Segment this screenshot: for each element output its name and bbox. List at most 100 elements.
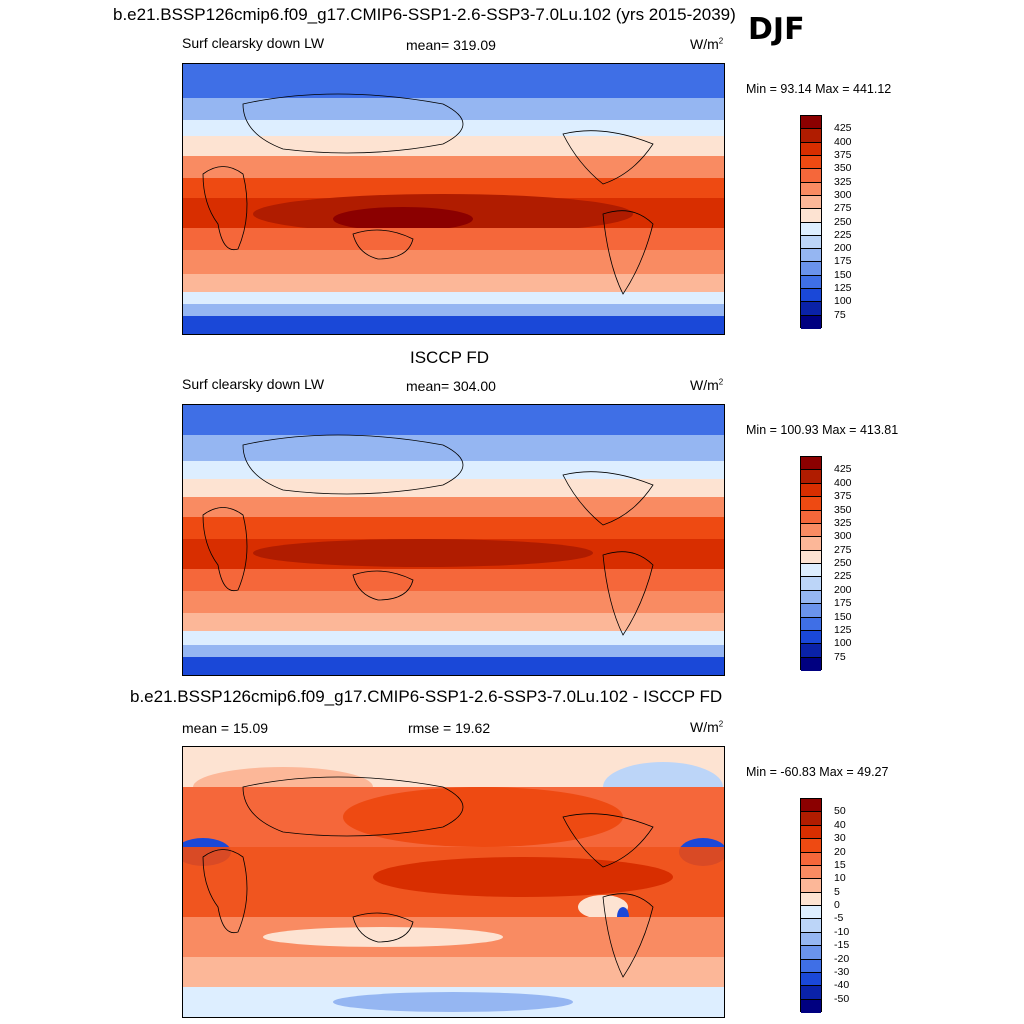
colorbar-swatch [801, 986, 821, 1000]
colorbar-swatch [801, 155, 821, 170]
colorbar-swatch [801, 169, 821, 183]
colorbar-tick-label: 0 [834, 899, 840, 911]
colorbar-tick-label: -30 [834, 965, 850, 978]
panel3-mean-label: mean = 15.09 [182, 720, 269, 736]
colorbar-tick-label: 175 [834, 255, 852, 268]
colorbar-swatch [801, 142, 821, 156]
colorbar-tick-label: 150 [834, 268, 852, 281]
colorbar-swatch [801, 590, 821, 605]
panel3-colorbar [800, 798, 822, 1013]
colorbar-tick-label: 75 [834, 650, 846, 663]
colorbar-tick-label: 5 [834, 885, 840, 898]
colorbar-tick-label: 250 [834, 557, 852, 569]
colorbar-swatch [801, 630, 821, 645]
colorbar-swatch [801, 497, 821, 511]
panel1-map [182, 63, 725, 335]
colorbar-tick-label: -20 [834, 952, 850, 965]
colorbar-swatch [801, 879, 821, 893]
colorbar-tick-label: -15 [834, 939, 850, 952]
colorbar-tick-label: 20 [834, 845, 846, 858]
panel2-mean-label: mean= 304.00 [406, 378, 496, 394]
colorbar-swatch [801, 839, 821, 853]
colorbar-swatch [801, 249, 821, 263]
colorbar-swatch [801, 972, 821, 987]
colorbar-swatch [801, 289, 821, 303]
colorbar-swatch [801, 892, 821, 906]
colorbar-swatch [801, 577, 821, 591]
colorbar-swatch [801, 564, 821, 578]
colorbar-swatch [801, 222, 821, 236]
colorbar-swatch [801, 812, 821, 826]
colorbar-tick-label: 275 [834, 543, 852, 556]
colorbar-swatch [801, 483, 821, 498]
colorbar-swatch [801, 550, 821, 564]
colorbar-swatch [801, 275, 821, 290]
colorbar-tick-label: 325 [834, 175, 852, 188]
season-label: DJF [748, 12, 805, 47]
colorbar-swatch [801, 315, 821, 329]
colorbar-tick-label: 300 [834, 188, 852, 201]
colorbar-tick-label: 100 [834, 637, 852, 650]
colorbar-tick-label: -50 [834, 992, 850, 1005]
colorbar-swatch [801, 262, 821, 276]
panel3-title: b.e21.BSSP126cmip6.f09_g17.CMIP6-SSP1-2.… [130, 687, 723, 706]
colorbar-tick-label: 225 [834, 570, 852, 583]
colorbar-tick-label: 250 [834, 215, 852, 228]
colorbar-swatch [801, 919, 821, 933]
colorbar-tick-label: 125 [834, 282, 852, 295]
colorbar-tick-label: 275 [834, 202, 852, 215]
panel1-title: b.e21.BSSP126cmip6.f09_g17.CMIP6-SSP1-2.… [113, 5, 736, 24]
panel1-variable-label: Surf clearsky down LW [182, 35, 325, 51]
panel3-rmse-label: rmse = 19.62 [408, 720, 491, 736]
colorbar-tick-label: 425 [834, 122, 852, 135]
colorbar-swatch [801, 195, 821, 210]
colorbar-tick-label: 400 [834, 135, 852, 148]
colorbar-tick-label: 175 [834, 597, 852, 610]
colorbar-tick-label: 40 [834, 818, 846, 831]
panel1-colorbar [800, 115, 822, 329]
colorbar-swatch [801, 129, 821, 143]
colorbar-swatch [801, 999, 821, 1013]
colorbar-swatch [801, 510, 821, 524]
panel1-mean-label: mean= 319.09 [406, 37, 496, 53]
colorbar-tick-label: -40 [834, 979, 850, 992]
colorbar-swatch [801, 209, 821, 223]
colorbar-tick-label: 150 [834, 610, 852, 623]
colorbar-tick-label: 425 [834, 463, 852, 476]
colorbar-swatch [801, 457, 821, 471]
colorbar-swatch [801, 946, 821, 960]
colorbar-swatch [801, 865, 821, 880]
colorbar-tick-label: 30 [834, 832, 846, 845]
panel2-units: W/m2 [690, 377, 724, 393]
colorbar-swatch [801, 235, 821, 250]
colorbar-swatch [801, 657, 821, 671]
panel1-units: W/m2 [690, 36, 724, 52]
colorbar-swatch [801, 604, 821, 618]
colorbar-tick-label: 10 [834, 872, 846, 885]
colorbar-tick-label: 350 [834, 503, 852, 516]
panel2-minmax: Min = 100.93 Max = 413.81 [746, 423, 899, 437]
panel1-map-field [183, 64, 724, 334]
colorbar-tick-label: -10 [834, 925, 850, 938]
panel2-variable-label: Surf clearsky down LW [182, 376, 325, 392]
colorbar-swatch [801, 932, 821, 947]
panel3-minmax: Min = -60.83 Max = 49.27 [746, 765, 889, 779]
colorbar-tick-label: 375 [834, 490, 852, 503]
colorbar-tick-label: 125 [834, 623, 852, 636]
colorbar-swatch [801, 617, 821, 631]
colorbar-tick-label: 225 [834, 228, 852, 241]
panel3-map [182, 746, 725, 1018]
panel3-map-field [183, 747, 724, 1017]
colorbar-swatch [801, 116, 821, 130]
panel1-minmax: Min = 93.14 Max = 441.12 [746, 82, 892, 96]
panel2-colorbar [800, 456, 822, 671]
colorbar-swatch [801, 537, 821, 551]
colorbar-tick-label: 300 [834, 530, 852, 543]
colorbar-tick-label: -5 [834, 912, 844, 925]
panel3-units: W/m2 [690, 719, 724, 735]
colorbar-tick-label: 200 [834, 242, 852, 255]
colorbar-tick-label: 100 [834, 295, 852, 308]
colorbar-swatch [801, 182, 821, 196]
colorbar-swatch [801, 852, 821, 866]
panel2-title: ISCCP FD [410, 348, 490, 367]
